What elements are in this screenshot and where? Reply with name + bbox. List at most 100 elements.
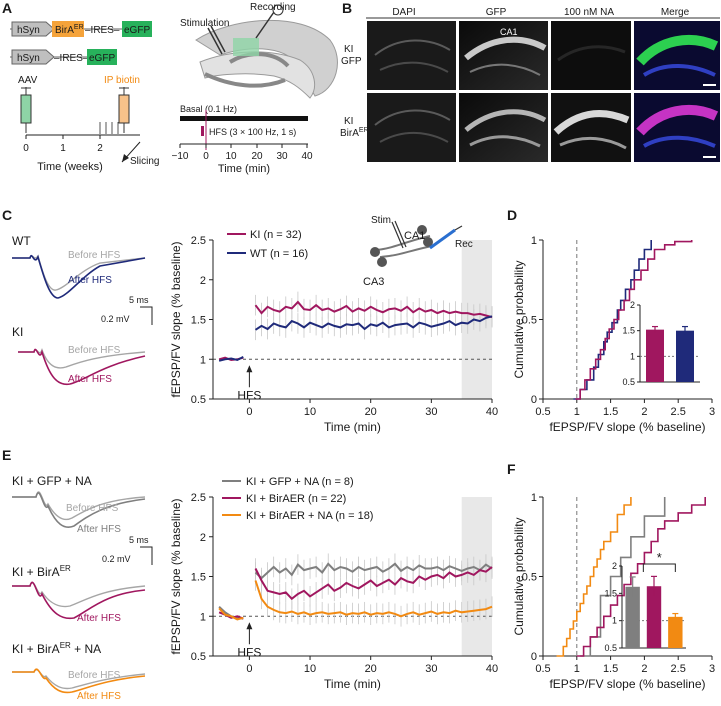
trace-group-birA-na: KI + BirAER + NA (12, 641, 101, 656)
series-line (254, 300, 493, 319)
inset-y-tick-label: 2 (630, 300, 635, 310)
y-axis-title: fEPSP/FV slope (% baseline) (169, 241, 183, 397)
panel-label-f: F (507, 461, 516, 477)
promoter-label: hSyn (17, 25, 40, 36)
inset-y-tick-label: 1 (612, 616, 617, 626)
tick-label: 40 (301, 151, 313, 162)
x-axis-title: fEPSP/FV slope (% baseline) (549, 420, 705, 434)
hfs-marker-box (201, 126, 204, 136)
x-axis-title: Time (min) (324, 420, 381, 434)
micrograph-detail (379, 131, 449, 143)
micrograph-detail (464, 36, 547, 61)
x-axis-title: Time (min) (324, 677, 381, 691)
y-axis-title: Cumulative probability (512, 517, 526, 635)
x-tick-label: 20 (365, 406, 377, 418)
y-tick-label: 0.5 (191, 651, 206, 663)
ca1-region-label: CA1 (404, 230, 425, 242)
promoter-arrow-shape (11, 49, 55, 65)
inset-y-tick-label: 0.5 (622, 377, 635, 387)
x-tick-label: 0 (246, 663, 252, 675)
trace-birA-before (12, 582, 146, 608)
legend-item-ki: KI (n = 32) (250, 229, 302, 241)
legend-item-birA-na: KI + BirAER + NA (n = 18) (246, 510, 373, 522)
micrograph-detail (374, 109, 451, 126)
series-line (254, 315, 493, 331)
panel-label-b: B (342, 0, 352, 16)
y-tick-label: 1.5 (191, 315, 206, 327)
panel-a: hSyn BirAER –IRES– eGFP hSyn –IRES– eGFP… (10, 2, 338, 175)
trace-birA-na-after-label: After HFS (77, 691, 121, 702)
y-tick-label: 0.5 (191, 394, 206, 406)
egfp-label: eGFP (89, 53, 115, 64)
y-tick-label: 1 (531, 235, 537, 247)
panel-label-e: E (2, 447, 11, 463)
slicing-label: Slicing (130, 156, 159, 167)
trace-group-gfp-na: KI + GFP + NA (12, 474, 92, 488)
inset-bar (668, 616, 683, 648)
ires-label: –IRES– (85, 25, 120, 36)
x-tick-label: 3 (709, 406, 715, 418)
min-axis: −10 0 10 20 30 40 Time (min) (172, 143, 313, 175)
panel-e-traces: KI + GFP + NA Before HFS After HFS 5 ms … (12, 474, 153, 702)
micrograph-gfp-birA (459, 93, 548, 162)
series-line-baseline (218, 356, 244, 362)
aav-label: AAV (18, 75, 38, 86)
trace-ki-after-label: After HFS (68, 374, 112, 385)
x-tick-label: 40 (486, 663, 498, 675)
inset-bar (646, 586, 662, 648)
x-tick-label: 10 (304, 663, 316, 675)
x-axis-title: fEPSP/FV slope (% baseline) (549, 677, 705, 691)
x-tick-label: 1.5 (603, 663, 618, 675)
x-tick-label: 2.5 (671, 663, 686, 675)
trace-birA-after (12, 581, 146, 620)
hfs-arrowhead (246, 622, 253, 630)
legend-item-gfp: KI + GFP + NA (n = 8) (246, 476, 354, 488)
scale-time: 5 ms (129, 535, 149, 545)
x-tick-label: 2 (641, 406, 647, 418)
cdf-line (556, 497, 632, 657)
micrograph-detail (642, 64, 716, 77)
legend-item-birA: KI + BirAER (n = 22) (246, 493, 346, 505)
x-tick-label: 2 (641, 663, 647, 675)
trace-wt-after (12, 254, 146, 299)
axis-title: Time (min) (218, 163, 270, 175)
inset-y-tick-label: 1 (630, 351, 635, 361)
micrograph-detail (636, 105, 719, 136)
electrode-schematic (370, 220, 463, 267)
scale-bar (140, 546, 153, 565)
micrograph-detail (379, 61, 449, 73)
y-tick-label: 0.5 (522, 572, 537, 584)
row-label-2-line1: KI (344, 116, 353, 127)
construct-control: hSyn –IRES– eGFP (10, 49, 117, 65)
injection-tick-marks (99, 122, 119, 134)
inset-y-tick-label: 2 (612, 561, 617, 571)
y-tick-label: 2.5 (191, 235, 206, 247)
y-axis-title: Cumulative probability (512, 260, 526, 378)
x-tick-label: 0.5 (535, 663, 550, 675)
chart-e-legend: KI + GFP + NA (n = 8) KI + BirAER (n = 2… (222, 476, 373, 522)
panel-label-d: D (507, 207, 517, 223)
y-tick-label: 0 (531, 394, 537, 406)
birA-box (52, 21, 84, 37)
tick-label: 2 (97, 143, 103, 154)
column-header-merge: Merge (661, 7, 690, 18)
trace-gfp-after (12, 492, 146, 528)
x-tick-label: 0 (246, 406, 252, 418)
ca3-region-label: CA3 (363, 276, 384, 288)
micrograph-detail (469, 63, 541, 76)
egfp-label: eGFP (124, 25, 150, 36)
inset-bar (625, 586, 640, 648)
trace-birA-na-after (12, 668, 146, 694)
hippocampus-slice-schematic (195, 4, 338, 99)
series-line (254, 562, 493, 580)
inset-bar (676, 330, 694, 382)
row-label-1-line1: KI (344, 44, 353, 55)
y-tick-label: 2.5 (191, 492, 206, 504)
stim-label: Stim (371, 215, 391, 226)
week-axis: 0 1 2 Time (weeks) (23, 134, 140, 173)
chart-c-legend: KI (n = 32) WT (n = 16) (227, 229, 308, 260)
tick-label: 0 (23, 143, 29, 154)
inset-y-tick-label: 0.5 (604, 643, 617, 653)
